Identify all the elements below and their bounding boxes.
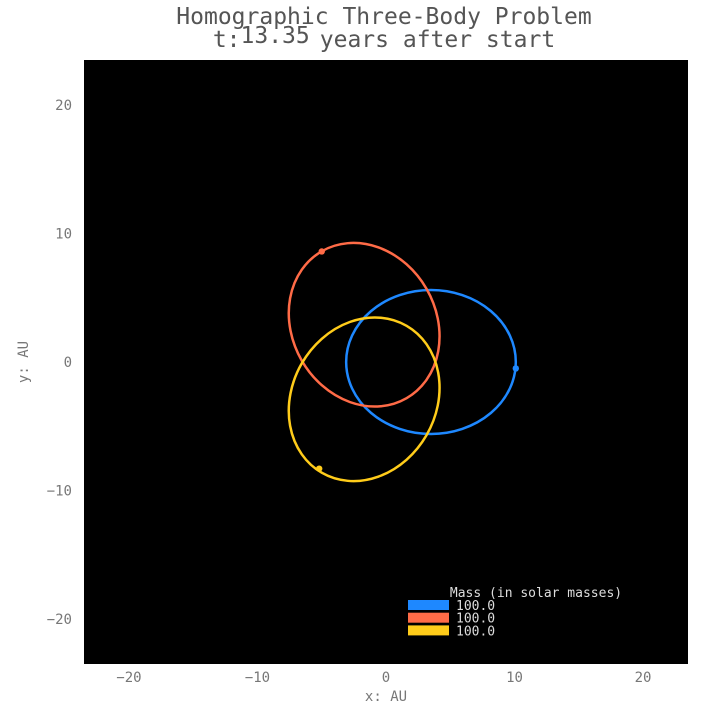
y-axis-ticks: −20 −10 0 10 20: [47, 98, 72, 628]
time-suffix: years after start: [320, 27, 555, 53]
plot-area: [84, 60, 688, 664]
x-tick-label: 20: [635, 670, 652, 686]
legend-title: Mass (in solar masses): [450, 586, 622, 601]
orbit-path-3: [287, 316, 441, 483]
x-tick-label: −20: [116, 670, 141, 686]
chart-subtitle: t:13.35 years after start: [213, 23, 555, 53]
body-marker-1: [512, 365, 519, 372]
y-tick-label: −20: [47, 612, 72, 628]
y-tick-label: 0: [64, 355, 72, 371]
legend-label-3: 100.0: [456, 624, 495, 639]
orbit-layer: [287, 241, 518, 483]
body-marker-3: [315, 465, 323, 472]
legend-swatch-3: [408, 625, 449, 636]
y-axis-label: y: AU: [16, 341, 32, 383]
time-value: 13.35: [241, 23, 310, 49]
x-tick-label: 10: [506, 670, 523, 686]
x-tick-label: −10: [245, 670, 270, 686]
body-marker-2: [318, 248, 325, 255]
y-tick-label: 20: [55, 98, 72, 114]
x-axis-label: x: AU: [365, 689, 407, 705]
x-tick-label: 0: [382, 670, 390, 686]
y-tick-label: 10: [55, 226, 72, 242]
time-prefix: t:: [213, 27, 241, 53]
legend-label-2: 100.0: [456, 612, 495, 627]
body-layer: [315, 248, 519, 472]
y-tick-label: −10: [47, 484, 72, 500]
x-axis-ticks: −20 −10 0 10 20: [116, 670, 651, 686]
legend-swatch-1: [408, 600, 449, 610]
orbit-path-1: [344, 288, 518, 436]
chart-title: Homographic Three-Body Problem: [176, 4, 591, 30]
legend-swatch-2: [408, 612, 449, 623]
legend-label-1: 100.0: [456, 599, 495, 614]
